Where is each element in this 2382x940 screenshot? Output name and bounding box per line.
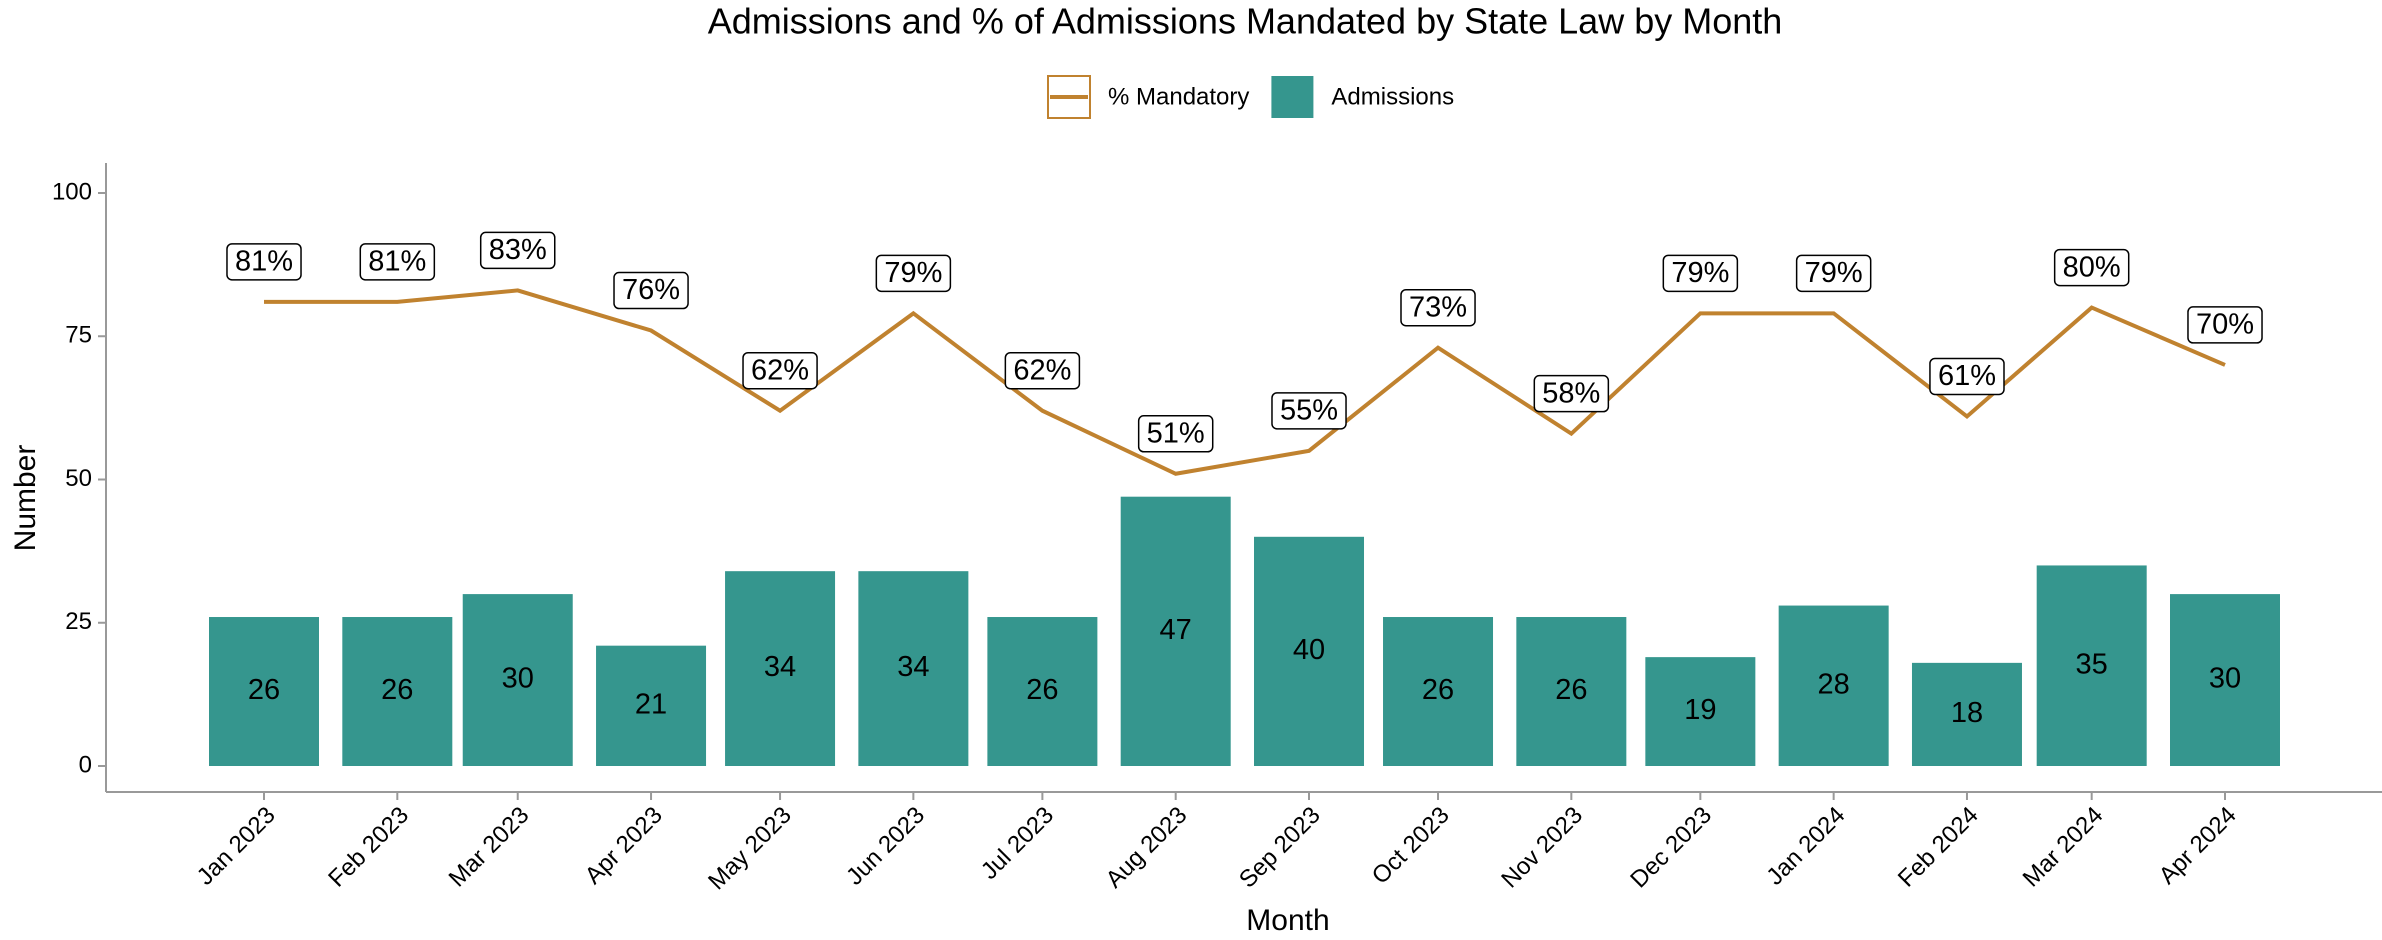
label-box bbox=[875, 254, 952, 293]
bar-label: 30 bbox=[502, 663, 534, 695]
x-tick-label: May 2023 bbox=[703, 802, 797, 896]
line-label: 73% bbox=[1409, 291, 1467, 323]
bar bbox=[1778, 605, 1889, 766]
x-tick-label: Apr 2023 bbox=[580, 802, 668, 890]
bar bbox=[725, 571, 836, 766]
bar bbox=[596, 645, 707, 766]
line-label: 79% bbox=[1805, 257, 1863, 289]
x-tick-label: Mar 2024 bbox=[2018, 802, 2109, 893]
bar-label: 40 bbox=[1293, 634, 1325, 666]
bar-label: 26 bbox=[381, 674, 413, 706]
x-tick-label: Sep 2023 bbox=[1234, 802, 1326, 894]
bar bbox=[858, 571, 969, 766]
bar-label: 21 bbox=[635, 688, 667, 720]
line-label: 61% bbox=[1938, 360, 1996, 392]
label-box bbox=[1795, 254, 1872, 293]
x-axis-title: Month bbox=[1246, 904, 1329, 937]
label-box bbox=[359, 243, 436, 281]
x-tick-label: Mar 2023 bbox=[444, 802, 535, 893]
bar bbox=[2170, 594, 2280, 766]
x-tick-label: Aug 2023 bbox=[1101, 802, 1193, 894]
line-label: 79% bbox=[1671, 257, 1729, 289]
line-label: 51% bbox=[1147, 417, 1205, 449]
line bbox=[264, 288, 2226, 476]
line-label: 79% bbox=[884, 257, 942, 289]
x-tick-label: Oct 2023 bbox=[1367, 802, 1455, 890]
x-tick-label: Feb 2023 bbox=[323, 802, 414, 893]
bar-label: 26 bbox=[248, 674, 280, 706]
bar-label: 34 bbox=[897, 651, 929, 683]
line-label: 81% bbox=[368, 246, 426, 278]
bar-label: 26 bbox=[1026, 674, 1058, 706]
x-tick-label: Jul 2023 bbox=[976, 802, 1059, 885]
bar bbox=[2036, 565, 2147, 766]
y-tick-label: 25 bbox=[65, 608, 92, 635]
bar bbox=[209, 617, 319, 766]
bar-label: 18 bbox=[1951, 697, 1983, 729]
line-label: 58% bbox=[1542, 377, 1600, 409]
line-label: 55% bbox=[1280, 395, 1338, 427]
legend-label: % Mandatory bbox=[1108, 83, 1249, 110]
bar bbox=[1516, 617, 1627, 766]
legend-key bbox=[1271, 76, 1314, 118]
y-axis-title: Number bbox=[9, 445, 42, 552]
line-label: 76% bbox=[622, 274, 680, 306]
x-tick-label: Apr 2024 bbox=[2154, 802, 2242, 890]
label-box bbox=[2187, 306, 2263, 344]
label-box bbox=[1271, 392, 1347, 430]
bar-label: 19 bbox=[1684, 694, 1716, 726]
line-label: 62% bbox=[1013, 354, 1071, 386]
bar-label: 26 bbox=[1555, 674, 1587, 706]
bar-label: 28 bbox=[1818, 668, 1850, 700]
line-label: 80% bbox=[2063, 251, 2121, 283]
bar bbox=[1645, 657, 1756, 766]
y-tick-label: 0 bbox=[79, 751, 92, 778]
x-tick-label: Nov 2023 bbox=[1496, 802, 1588, 894]
label-box bbox=[613, 271, 689, 310]
bar bbox=[1120, 496, 1231, 766]
bar bbox=[342, 617, 453, 766]
x-tick-label: Dec 2023 bbox=[1625, 802, 1717, 894]
label-box bbox=[1662, 254, 1739, 293]
label-box bbox=[1004, 351, 1081, 390]
legend-label: Admissions bbox=[1331, 83, 1454, 110]
bar bbox=[1383, 617, 1494, 766]
bar-label: 30 bbox=[2209, 663, 2241, 695]
line-label: 62% bbox=[751, 354, 809, 386]
line-label: 81% bbox=[235, 246, 293, 278]
y-tick-label: 50 bbox=[65, 465, 92, 492]
label-box bbox=[1533, 374, 1610, 413]
bar bbox=[462, 594, 573, 766]
line-label: 83% bbox=[489, 234, 547, 266]
bar-label: 35 bbox=[2076, 648, 2108, 680]
bar-label: 47 bbox=[1160, 614, 1192, 646]
label-box bbox=[1137, 415, 1214, 453]
label-box bbox=[1929, 357, 2005, 396]
x-tick-label: Jan 2023 bbox=[192, 802, 281, 891]
bar-label: 34 bbox=[764, 651, 796, 683]
y-tick-label: 100 bbox=[52, 178, 92, 205]
bar bbox=[1254, 536, 1365, 766]
chart-title: Admissions and % of Admissions Mandated … bbox=[708, 1, 1783, 42]
line-label: 70% bbox=[2196, 309, 2254, 341]
label-box bbox=[226, 243, 302, 281]
x-tick-label: Feb 2024 bbox=[1893, 802, 1984, 893]
x-tick-label: Jan 2024 bbox=[1761, 802, 1850, 891]
bar bbox=[1911, 662, 2022, 766]
bar bbox=[987, 617, 1098, 766]
label-box bbox=[742, 351, 818, 390]
x-tick-label: Jun 2023 bbox=[841, 802, 930, 891]
label-box bbox=[479, 231, 556, 270]
label-box bbox=[1400, 288, 1476, 327]
label-box bbox=[2053, 248, 2130, 287]
y-tick-label: 75 bbox=[65, 322, 92, 349]
bar-label: 26 bbox=[1422, 674, 1454, 706]
